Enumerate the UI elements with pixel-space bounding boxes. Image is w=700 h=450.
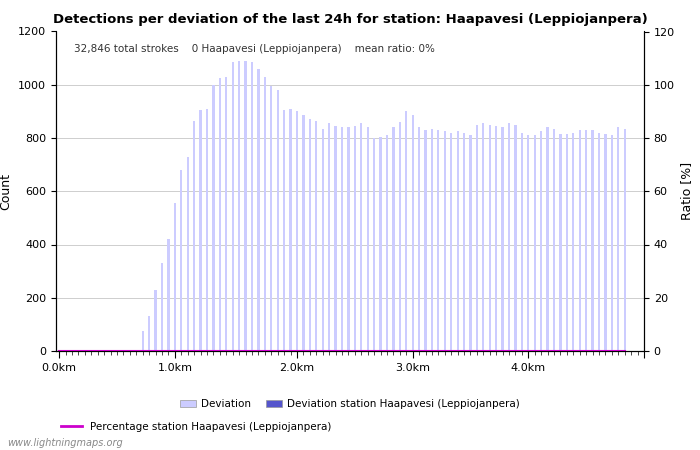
Bar [438, 130, 440, 351]
Bar [302, 115, 304, 351]
Bar [604, 134, 607, 351]
Bar [444, 131, 446, 351]
Bar [167, 239, 169, 351]
Bar [174, 203, 176, 351]
Bar [489, 125, 491, 351]
Bar [424, 130, 426, 351]
Bar [456, 131, 459, 351]
Bar [289, 109, 292, 351]
Bar [141, 331, 144, 351]
Bar [476, 125, 478, 351]
Bar [617, 127, 620, 351]
Text: 32,846 total strokes    0 Haapavesi (Leppiojanpera)    mean ratio: 0%: 32,846 total strokes 0 Haapavesi (Leppio… [74, 44, 435, 54]
Bar [386, 135, 388, 351]
Bar [547, 127, 549, 351]
Bar [360, 123, 363, 351]
Bar [341, 127, 343, 351]
Bar [572, 133, 575, 351]
Bar [335, 126, 337, 351]
Bar [553, 129, 555, 351]
Bar [592, 130, 594, 351]
Bar [463, 133, 466, 351]
Bar [367, 127, 369, 351]
Bar [193, 121, 195, 351]
Bar [187, 157, 189, 351]
Bar [218, 78, 221, 351]
Bar [624, 129, 626, 351]
Bar [379, 137, 382, 351]
Bar [347, 127, 349, 351]
Bar [283, 110, 286, 351]
Bar [180, 170, 183, 351]
Bar [354, 126, 356, 351]
Bar [309, 119, 311, 351]
Bar [155, 290, 157, 351]
Bar [533, 135, 536, 351]
Text: www.lightningmaps.org: www.lightningmaps.org [7, 438, 122, 448]
Bar [161, 263, 163, 351]
Bar [328, 123, 330, 351]
Bar [430, 129, 433, 351]
Bar [225, 77, 228, 351]
Title: Detections per deviation of the last 24h for station: Haapavesi (Leppiojanpera): Detections per deviation of the last 24h… [52, 13, 648, 26]
Bar [610, 135, 613, 351]
Bar [251, 62, 253, 351]
Y-axis label: Count: Count [0, 173, 13, 210]
Bar [559, 134, 561, 351]
Bar [501, 127, 504, 351]
Bar [321, 129, 324, 351]
Bar [585, 130, 587, 351]
Bar [232, 62, 234, 351]
Legend: Percentage station Haapavesi (Leppiojanpera): Percentage station Haapavesi (Leppiojanp… [57, 418, 335, 436]
Bar [470, 135, 472, 351]
Bar [579, 130, 581, 351]
Bar [199, 110, 202, 351]
Bar [373, 138, 375, 351]
Bar [412, 115, 414, 351]
Bar [315, 121, 317, 351]
Bar [270, 86, 272, 351]
Bar [148, 316, 150, 351]
Bar [527, 135, 529, 351]
Bar [508, 123, 510, 351]
Bar [566, 134, 568, 351]
Bar [296, 112, 298, 351]
Bar [521, 133, 523, 351]
Bar [418, 127, 420, 351]
Bar [238, 61, 240, 351]
Y-axis label: Ratio [%]: Ratio [%] [680, 162, 694, 220]
Bar [405, 112, 407, 351]
Bar [258, 69, 260, 351]
Bar [264, 77, 266, 351]
Bar [450, 133, 452, 351]
Bar [206, 109, 208, 351]
Bar [482, 123, 484, 351]
Bar [399, 122, 401, 351]
Bar [244, 61, 246, 351]
Bar [276, 90, 279, 351]
Bar [495, 126, 497, 351]
Bar [598, 133, 600, 351]
Legend: Deviation, Deviation station Haapavesi (Leppiojanpera): Deviation, Deviation station Haapavesi (… [176, 395, 524, 413]
Bar [540, 131, 542, 351]
Bar [392, 127, 395, 351]
Bar [514, 125, 517, 351]
Bar [212, 85, 215, 351]
